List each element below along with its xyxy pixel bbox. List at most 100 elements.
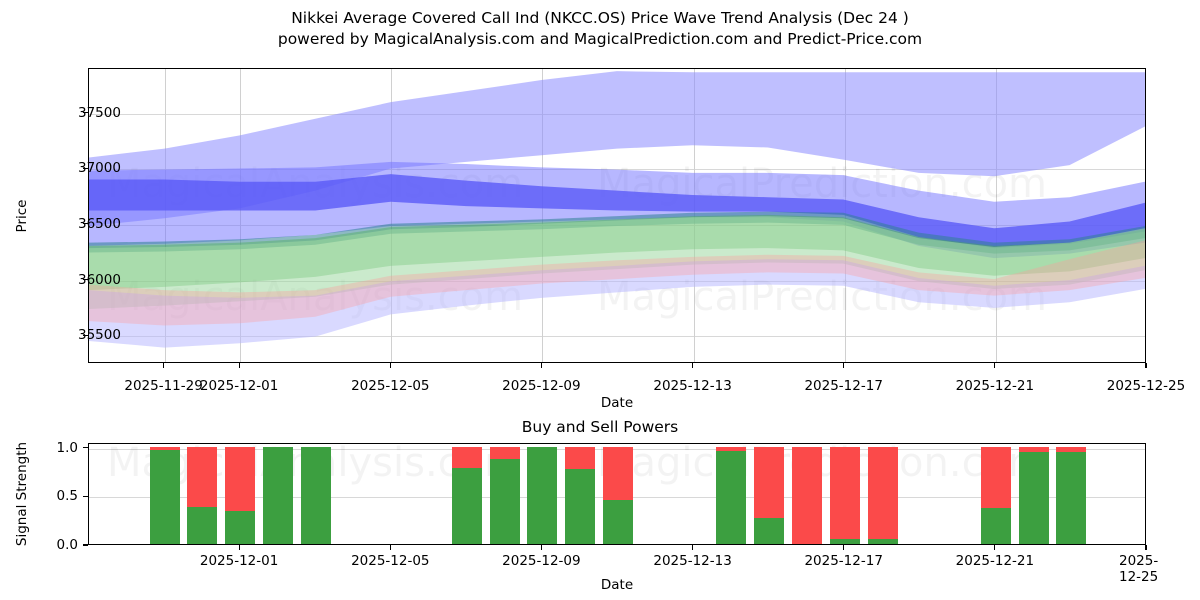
- bar-segment-buy: [1056, 451, 1087, 544]
- x-tick-mark: [994, 545, 996, 550]
- y-tick-mark: [83, 495, 88, 497]
- bar-segment-sell: [867, 446, 898, 540]
- bar-stack[interactable]: [980, 446, 1011, 544]
- bar-segment-sell: [187, 446, 218, 508]
- x-tick-mark: [540, 363, 542, 368]
- x-tick-label: 2025-12-09: [502, 378, 581, 394]
- bar-segment-buy: [187, 507, 218, 544]
- bar-segment-buy: [225, 511, 256, 544]
- bar-segment-buy: [716, 450, 747, 544]
- bar-stack[interactable]: [1018, 446, 1049, 544]
- y-tick-label: 0.5: [56, 488, 78, 505]
- bar-segment-buy: [603, 500, 633, 544]
- price-x-axis-label: Date: [600, 395, 634, 411]
- x-tick-label: 2025-11-29: [124, 378, 203, 394]
- x-tick-label: 2025-12-25: [1119, 553, 1159, 585]
- wave-band-green-band-outer: [89, 216, 1145, 309]
- y-tick-mark: [83, 223, 88, 225]
- x-tick-mark: [540, 545, 542, 550]
- bar-segment-sell: [225, 446, 256, 511]
- x-tick-mark: [238, 363, 240, 368]
- bar-segment-sell: [149, 446, 180, 450]
- y-tick-label: 1.0: [56, 439, 78, 456]
- wave-band-lower-light-blue-band: [89, 259, 1145, 348]
- x-tick-mark: [692, 363, 694, 368]
- bars-plot-area: MagicalAnalysis.comMagicalPrediction.com: [89, 444, 1145, 544]
- x-tick-mark: [994, 363, 996, 368]
- bar-stack[interactable]: [867, 446, 898, 544]
- bar-segment-sell: [791, 446, 822, 544]
- x-tick-label: 2025-12-05: [351, 553, 430, 569]
- bars-y-axis-label: Signal Strength: [14, 441, 30, 547]
- bar-stack[interactable]: [716, 446, 747, 544]
- watermark-text: MagicalPrediction.com: [597, 444, 1047, 486]
- bar-segment-buy: [149, 449, 180, 544]
- figure-title-line-1: Nikkei Average Covered Call Ind (NKCC.OS…: [291, 9, 909, 27]
- y-tick-mark: [83, 278, 88, 281]
- price-wave-chart: MagicalAnalysis.comMagicalPrediction.com…: [88, 68, 1146, 363]
- bar-stack[interactable]: [225, 446, 256, 544]
- x-tick-mark: [238, 545, 240, 550]
- y-tick-mark: [83, 334, 88, 336]
- bar-stack[interactable]: [300, 446, 331, 544]
- bar-segment-buy: [262, 446, 293, 544]
- y-tick-label: 0.0: [56, 537, 78, 553]
- bar-stack[interactable]: [149, 446, 180, 544]
- bar-stack[interactable]: [829, 446, 860, 544]
- bar-segment-buy: [527, 446, 558, 544]
- bar-stack[interactable]: [603, 446, 633, 544]
- bar-segment-sell: [603, 446, 633, 501]
- x-tick-label: 2025-12-17: [804, 378, 883, 394]
- bar-segment-buy: [754, 517, 785, 544]
- x-tick-label: 2025-12-01: [199, 553, 279, 569]
- wave-band-mid-band-blue-wide: [89, 161, 1145, 259]
- bar-segment-buy: [451, 468, 482, 544]
- y-tick-mark: [83, 544, 88, 546]
- bar-stack[interactable]: [754, 446, 785, 544]
- bar-stack[interactable]: [489, 446, 520, 544]
- bar-segment-buy: [565, 469, 596, 544]
- bar-stack[interactable]: [791, 446, 822, 544]
- y-tick-mark: [83, 111, 88, 114]
- x-tick-mark: [163, 363, 165, 368]
- bar-segment-buy: [867, 539, 898, 544]
- x-tick-label: 2025-12-13: [653, 378, 732, 394]
- bar-segment-sell: [1056, 446, 1087, 452]
- bar-segment-sell: [716, 446, 747, 451]
- bar-segment-sell: [829, 446, 860, 540]
- bar-stack[interactable]: [451, 446, 482, 544]
- bar-stack[interactable]: [262, 446, 293, 544]
- price-plot-area: MagicalAnalysis.comMagicalPrediction.com…: [89, 69, 1145, 362]
- bar-stack[interactable]: [565, 446, 596, 544]
- bar-segment-sell: [754, 446, 785, 518]
- y-tick-mark: [83, 167, 88, 169]
- x-tick-label: 2025-12-01: [199, 378, 279, 394]
- wave-band-pink-risk-band: [89, 240, 1145, 326]
- bar-stack[interactable]: [187, 446, 218, 544]
- bar-segment-buy: [489, 458, 520, 544]
- bar-segment-sell: [980, 446, 1011, 509]
- x-tick-label: 2025-12-05: [351, 378, 430, 394]
- wave-band-outer-upper-band-blue: [89, 71, 1145, 227]
- figure-title: Nikkei Average Covered Call Ind (NKCC.OS…: [0, 8, 1200, 50]
- bar-segment-sell: [565, 446, 596, 470]
- x-tick-mark: [1145, 545, 1147, 550]
- bar-segment-sell: [451, 446, 482, 469]
- grid-line-horizontal: [89, 336, 1145, 338]
- bar-stack[interactable]: [1056, 446, 1087, 544]
- y-tick-mark: [83, 447, 88, 449]
- x-tick-mark: [843, 545, 845, 550]
- x-tick-mark: [692, 545, 694, 550]
- bar-segment-buy: [829, 539, 860, 544]
- buy-sell-subtitle: Buy and Sell Powers: [521, 418, 679, 436]
- bar-segment-buy: [1018, 451, 1049, 544]
- x-tick-label: 2025-12-17: [804, 553, 883, 569]
- bar-stack[interactable]: [527, 446, 558, 544]
- x-tick-mark: [389, 545, 391, 550]
- bar-segment-sell: [489, 446, 520, 459]
- x-tick-mark: [843, 363, 845, 368]
- x-tick-label: 2025-12-25: [1106, 378, 1186, 394]
- x-tick-mark: [389, 363, 391, 368]
- x-tick-mark: [1145, 363, 1147, 368]
- x-tick-label: 2025-12-21: [955, 553, 1035, 569]
